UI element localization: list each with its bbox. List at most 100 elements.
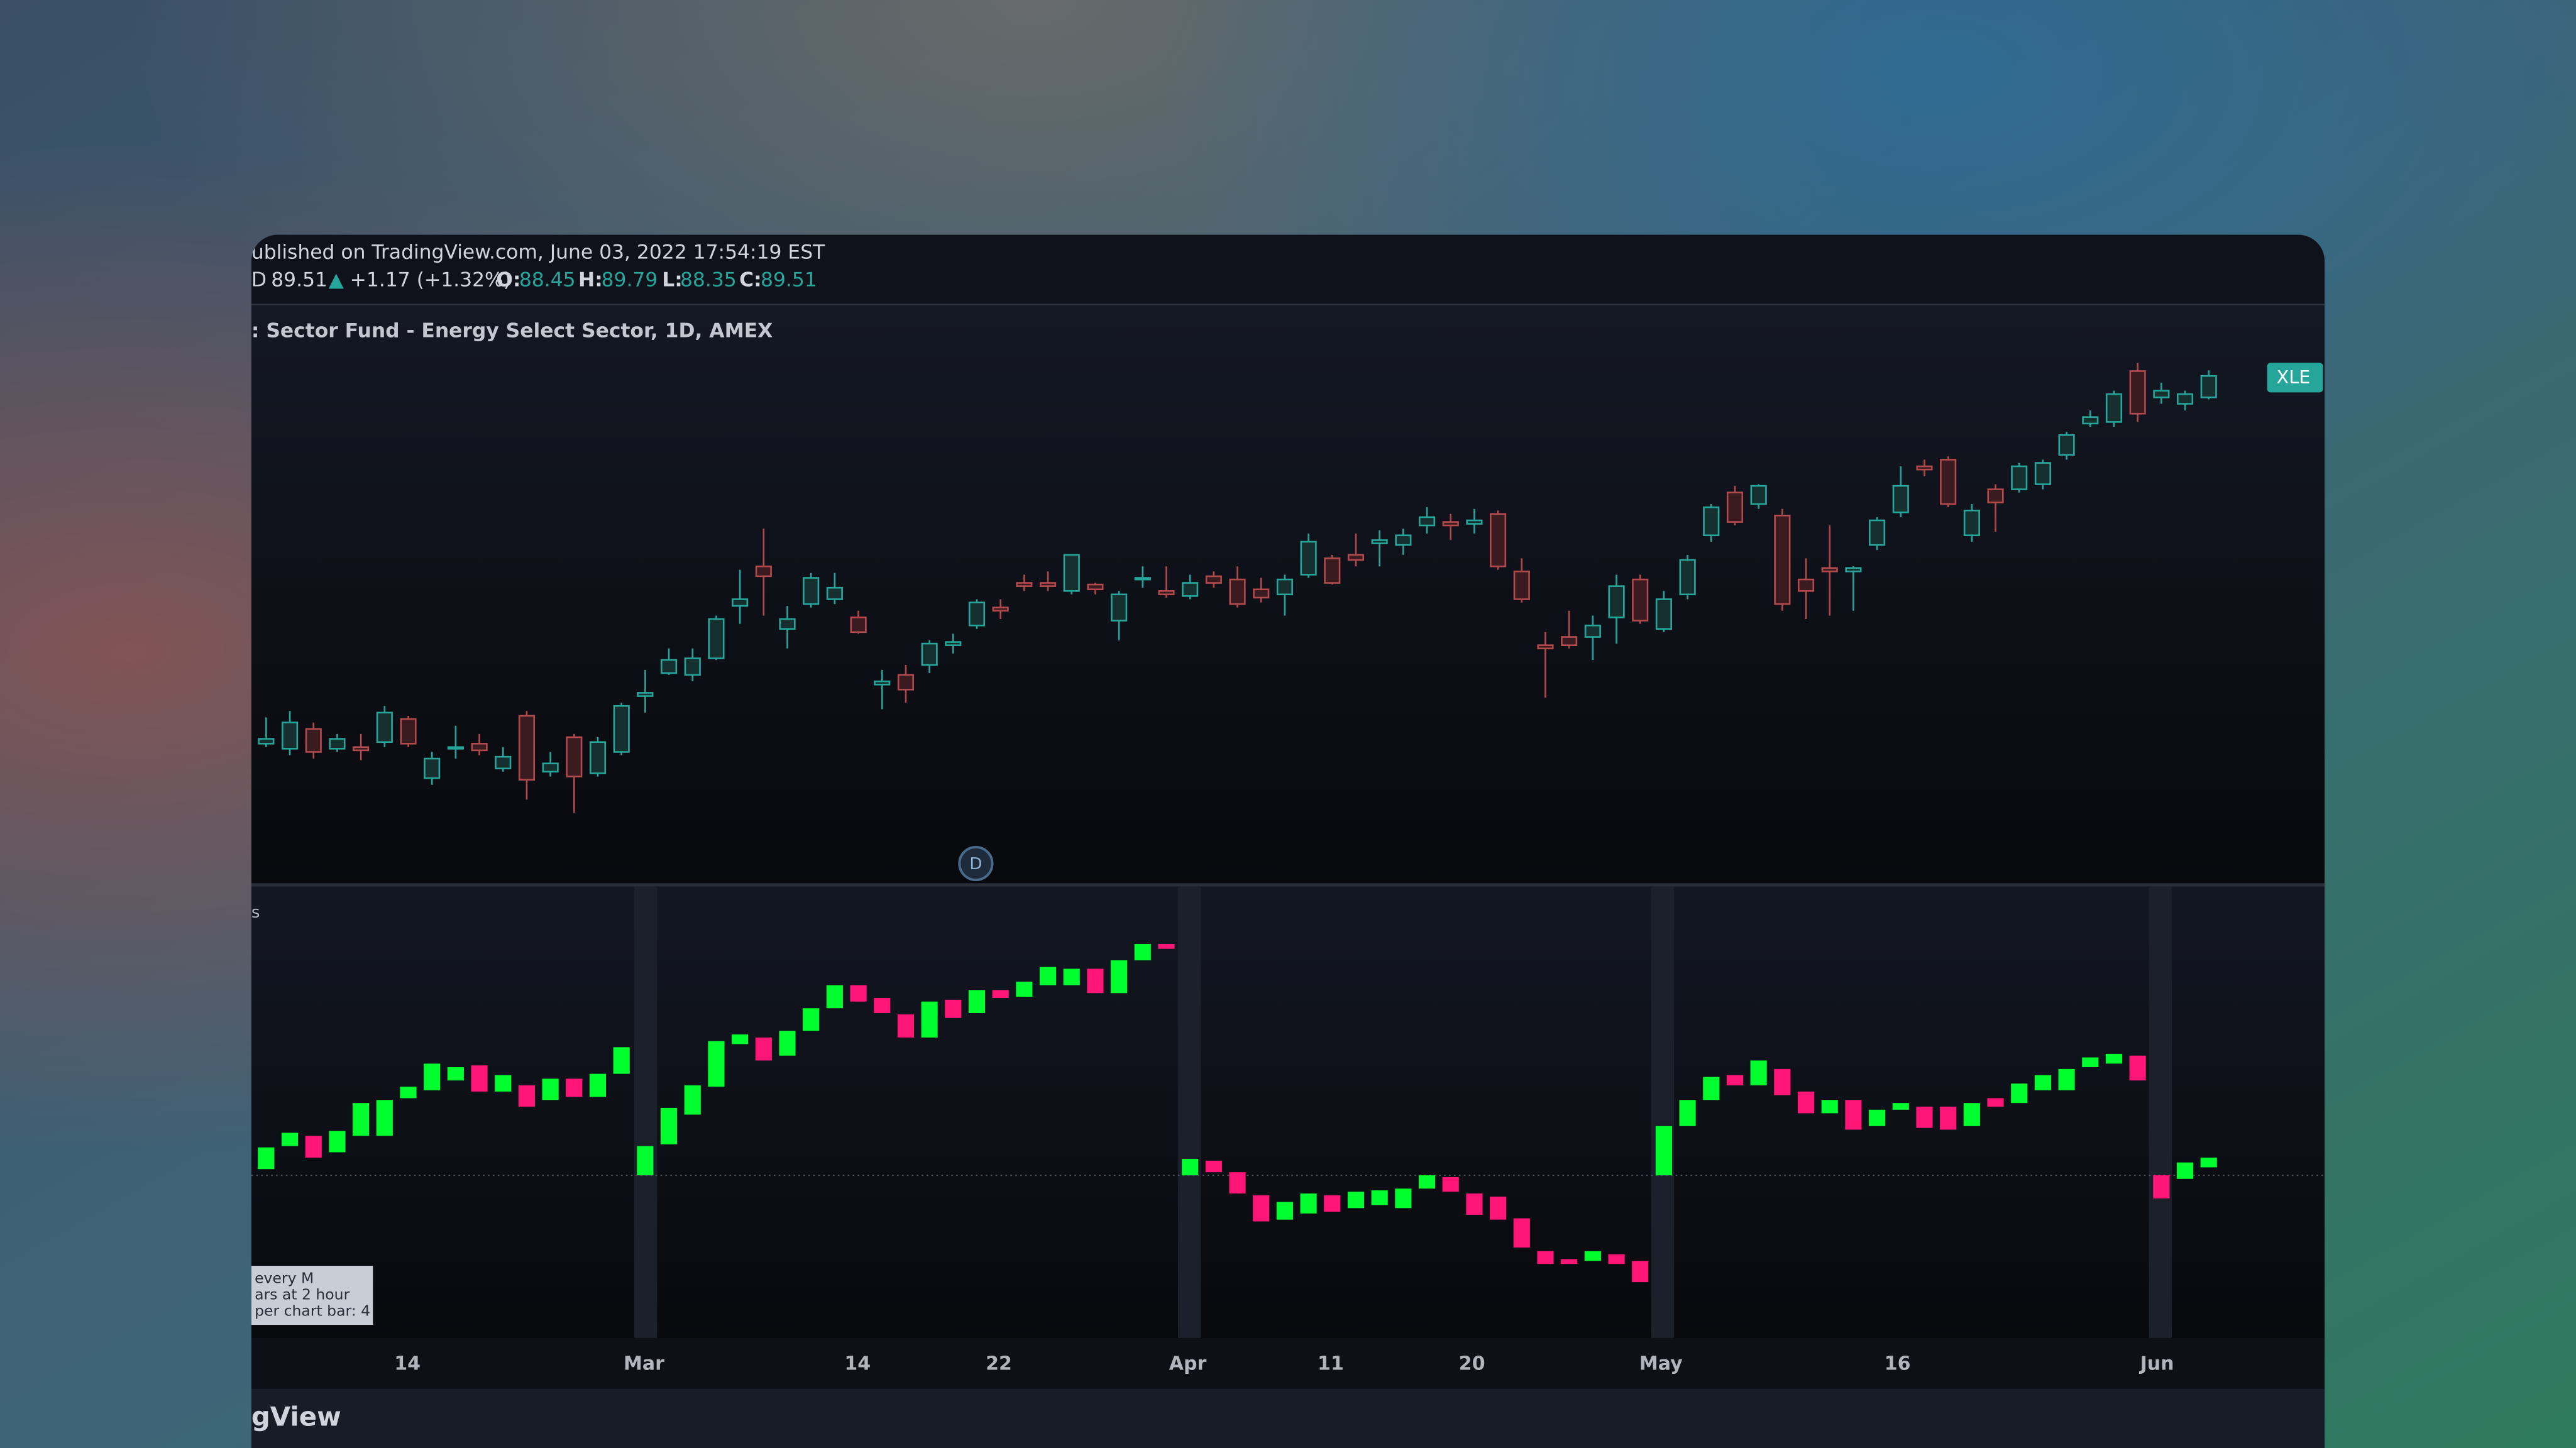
candle-body	[2011, 465, 2028, 490]
x-tick-label: 14	[844, 1352, 871, 1374]
bar-body	[258, 1147, 275, 1170]
bar-body	[1418, 1175, 1436, 1189]
session-band	[634, 886, 658, 1338]
bar-body	[1347, 1192, 1365, 1209]
candle-body	[1679, 559, 1696, 596]
candle-body	[1395, 534, 1412, 546]
candle-body	[755, 565, 772, 578]
candle-body	[897, 674, 915, 691]
candle-body	[2153, 390, 2170, 398]
candle-body	[1916, 465, 1933, 471]
bar-body	[1111, 960, 1128, 994]
bar-body	[1916, 1106, 1933, 1128]
bar-body	[2176, 1162, 2194, 1179]
candle-body	[803, 577, 820, 605]
candle-body	[424, 757, 441, 779]
bar-body	[305, 1136, 322, 1158]
info-note: ars at 2 hour	[255, 1286, 350, 1303]
candle-body	[1513, 570, 1530, 600]
bar-body	[1300, 1193, 1317, 1214]
candle-body	[471, 742, 488, 752]
bar-body	[1371, 1190, 1388, 1205]
bar-body	[589, 1073, 607, 1097]
candle-body	[945, 641, 962, 646]
quote-c: 89.51	[761, 269, 817, 292]
bar-body	[2105, 1053, 2123, 1064]
window: ublished on TradingView.com, June 03, 20…	[251, 234, 2325, 1448]
candle-body	[1324, 557, 1341, 584]
candle-body	[2200, 375, 2217, 398]
bar-body	[1655, 1126, 1672, 1176]
candle-body	[968, 601, 986, 627]
bar-body	[1182, 1159, 1199, 1176]
bar-body	[1205, 1160, 1222, 1173]
bar-body	[2129, 1055, 2146, 1081]
candle-body	[1039, 582, 1057, 587]
session-band	[2149, 886, 2172, 1338]
bar-body	[424, 1063, 441, 1090]
bar-body	[897, 1014, 915, 1038]
x-tick-label: 11	[1318, 1352, 1344, 1374]
candle-body	[850, 617, 867, 634]
bar-body	[542, 1078, 559, 1100]
quote-l: 88.35	[680, 269, 737, 292]
bar-body	[826, 985, 843, 1009]
x-tick-label: Jun	[2139, 1352, 2174, 1374]
bar-body	[1608, 1254, 1625, 1264]
bar-body	[1584, 1251, 1601, 1261]
quote-h-label: H:	[578, 269, 603, 292]
footer-logo: gView	[251, 1401, 341, 1432]
bar-body	[992, 990, 1009, 999]
candle-body	[542, 762, 559, 773]
candle-body	[1158, 590, 1175, 596]
candle-body	[447, 746, 464, 750]
quote-change: +1.17 (+1.32%)	[350, 269, 511, 292]
x-tick-label: 14	[394, 1352, 421, 1374]
bar-body	[1063, 968, 1080, 985]
candle-body	[1253, 588, 1270, 599]
quote-c-label: C:	[739, 269, 762, 292]
quote-o-label: O:	[496, 269, 520, 292]
footer-bar	[251, 1388, 2325, 1448]
bar-body	[1750, 1060, 1767, 1085]
quote-o: 88.45	[519, 269, 576, 292]
quote-l-label: L:	[662, 269, 683, 292]
candle-body	[1703, 506, 1720, 537]
bar-body	[1039, 967, 1057, 985]
bar-body	[921, 1001, 938, 1038]
x-tick-label: 16	[1885, 1352, 1911, 1374]
candle-body	[613, 705, 630, 753]
bar-body	[2011, 1083, 2028, 1104]
candle-body	[282, 721, 299, 750]
candle-body	[921, 642, 938, 666]
candle-body	[1655, 598, 1672, 630]
pane-title: s	[251, 903, 260, 922]
bar-body	[874, 998, 891, 1013]
candle-body	[1466, 519, 1483, 525]
candle-body	[2082, 416, 2099, 425]
bar-body	[376, 1100, 393, 1136]
candle-body	[637, 692, 654, 697]
bar-body	[637, 1146, 654, 1176]
candle-body	[826, 586, 843, 600]
bar-body	[850, 985, 867, 1002]
info-box	[251, 1266, 373, 1325]
candle-body	[305, 728, 322, 753]
bar-body	[353, 1103, 370, 1136]
bar-body	[1276, 1202, 1293, 1220]
bar-body	[1963, 1103, 1980, 1126]
candle-body	[1584, 624, 1601, 638]
chart-title: : Sector Fund - Energy Select Sector, 1D…	[251, 320, 773, 343]
bar-body	[447, 1067, 464, 1081]
x-tick-label: Mar	[624, 1352, 664, 1374]
bar-body	[1395, 1188, 1412, 1209]
candle-body	[1797, 578, 1815, 592]
x-axis	[251, 1337, 2325, 1389]
candle-body	[1182, 582, 1199, 597]
quote-arrow: ▲	[329, 269, 344, 292]
candle-body	[1063, 554, 1080, 592]
session-band	[1651, 886, 1675, 1338]
candle-body	[1845, 567, 1862, 573]
session-marker[interactable]	[958, 845, 994, 882]
